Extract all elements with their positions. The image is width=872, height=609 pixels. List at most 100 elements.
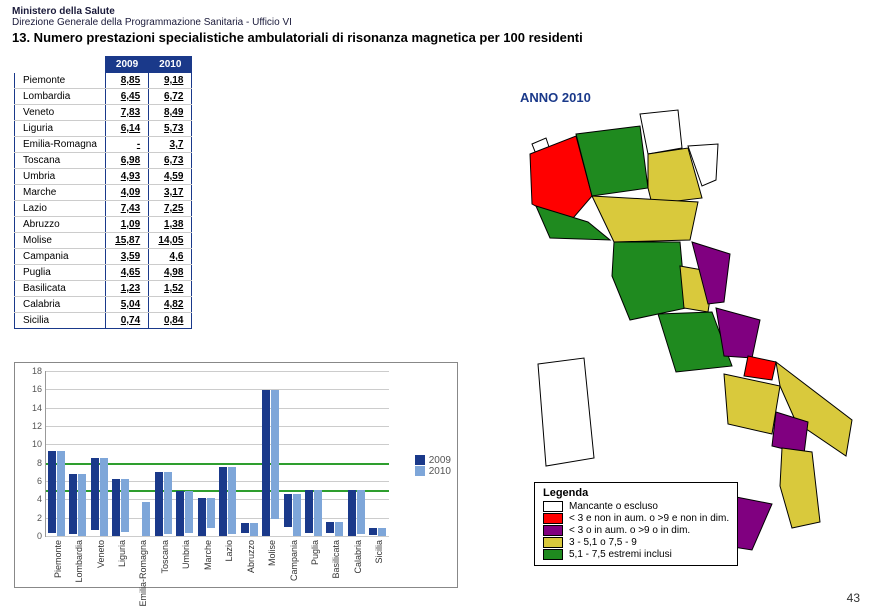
ministry-name: Ministero della Salute xyxy=(12,6,860,17)
value-cell: 4,65 xyxy=(105,265,148,281)
value-cell: 15,87 xyxy=(105,233,148,249)
value-cell: 4,82 xyxy=(149,297,192,313)
legend-swatch xyxy=(543,549,563,560)
value-cell: 1,23 xyxy=(105,281,148,297)
chart-legend: 20092010 xyxy=(415,455,451,477)
y-tick: 4 xyxy=(37,494,46,504)
legend-item: 3 - 5,1 o 7,5 - 9 xyxy=(543,537,729,548)
column-header: 2009 xyxy=(105,57,148,73)
italy-map: ANNO 2010 Legenda Mancante o escluso< 3 … xyxy=(480,56,860,576)
value-cell: 6,14 xyxy=(105,121,148,137)
region-campania xyxy=(724,374,780,434)
x-tick-label: Umbria xyxy=(181,540,191,569)
table-row: Liguria6,145,73 xyxy=(15,121,192,137)
value-cell: 3,7 xyxy=(149,137,192,153)
legend-title: Legenda xyxy=(543,487,729,499)
x-tick-label: Abruzzo xyxy=(246,540,256,573)
table-row: Campania3,594,6 xyxy=(15,249,192,265)
region-toscana xyxy=(612,242,686,320)
region-cell: Liguria xyxy=(15,121,106,137)
x-tick-label: Calabria xyxy=(353,540,363,574)
x-tick-label: Sicilia xyxy=(374,540,384,564)
value-cell: 3,17 xyxy=(149,185,192,201)
value-cell: - xyxy=(105,137,148,153)
region-cell: Emilia-Romagna xyxy=(15,137,106,153)
value-cell: 5,04 xyxy=(105,297,148,313)
y-tick: 10 xyxy=(32,439,46,449)
x-tick-label: Veneto xyxy=(96,540,106,568)
y-tick: 12 xyxy=(32,421,46,431)
x-tick-label: Campania xyxy=(289,540,299,581)
value-cell: 6,45 xyxy=(105,89,148,105)
region-cell: Piemonte xyxy=(15,73,106,89)
value-cell: 8,85 xyxy=(105,73,148,89)
legend-label: Mancante o escluso xyxy=(569,501,658,512)
region-cell: Veneto xyxy=(15,105,106,121)
value-cell: 4,59 xyxy=(149,169,192,185)
bar-group xyxy=(48,451,65,536)
table-row: Abruzzo1,091,38 xyxy=(15,217,192,233)
x-tick-label: Piemonte xyxy=(53,540,63,578)
table-row: Piemonte8,859,18 xyxy=(15,73,192,89)
region-cell: Sicilia xyxy=(15,313,106,329)
table-row: Puglia4,654,98 xyxy=(15,265,192,281)
map-legend: Legenda Mancante o escluso< 3 e non in a… xyxy=(534,482,738,566)
legend-label: 5,1 - 7,5 estremi inclusi xyxy=(569,549,672,560)
legend-label: < 3 e non in aum. o >9 e non in dim. xyxy=(569,513,729,524)
value-cell: 6,72 xyxy=(149,89,192,105)
bar-group xyxy=(91,458,108,536)
table-row: Umbria4,934,59 xyxy=(15,169,192,185)
value-cell: 7,83 xyxy=(105,105,148,121)
y-tick: 18 xyxy=(32,366,46,376)
bar-group xyxy=(284,494,301,536)
region-calabria xyxy=(780,448,820,528)
bar-group xyxy=(326,522,343,536)
legend-swatch xyxy=(543,513,563,524)
bar-group xyxy=(176,491,193,536)
y-tick: 2 xyxy=(37,513,46,523)
bar-group xyxy=(198,498,215,536)
value-cell: 4,98 xyxy=(149,265,192,281)
bar-group xyxy=(348,490,365,536)
region-trentino xyxy=(640,110,682,154)
value-cell: 7,43 xyxy=(105,201,148,217)
value-cell: 6,73 xyxy=(149,153,192,169)
value-cell: 0,74 xyxy=(105,313,148,329)
x-tick-label: Molise xyxy=(267,540,277,566)
table-row: Calabria5,044,82 xyxy=(15,297,192,313)
table-row: Toscana6,986,73 xyxy=(15,153,192,169)
y-tick: 8 xyxy=(37,458,46,468)
bar-chart: 024681012141618PiemonteLombardiaVenetoLi… xyxy=(14,362,458,588)
value-cell: 6,98 xyxy=(105,153,148,169)
legend-item: 5,1 - 7,5 estremi inclusi xyxy=(543,549,729,560)
bar-group xyxy=(69,474,86,536)
value-cell: 0,84 xyxy=(149,313,192,329)
table-row: Veneto7,838,49 xyxy=(15,105,192,121)
region-cell: Calabria xyxy=(15,297,106,313)
bar-group xyxy=(133,502,150,536)
table-row: Molise15,8714,05 xyxy=(15,233,192,249)
value-cell: 4,93 xyxy=(105,169,148,185)
legend-item: < 3 e non in aum. o >9 e non in dim. xyxy=(543,513,729,524)
x-tick-label: Emilia-Romagna xyxy=(138,540,148,607)
value-cell: 5,73 xyxy=(149,121,192,137)
region-emilia-romagna xyxy=(592,196,698,242)
legend-item: < 3 o in aum. o >9 o in dim. xyxy=(543,525,729,536)
regions-table: 20092010 Piemonte8,859,18Lombardia6,456,… xyxy=(14,56,192,329)
bar-group xyxy=(112,479,129,536)
y-tick: 0 xyxy=(37,531,46,541)
value-cell: 1,52 xyxy=(149,281,192,297)
x-tick-label: Lazio xyxy=(224,540,234,562)
value-cell: 7,25 xyxy=(149,201,192,217)
table-row: Lombardia6,456,72 xyxy=(15,89,192,105)
bar-group xyxy=(262,390,279,536)
table-row: Marche4,093,17 xyxy=(15,185,192,201)
region-cell: Molise xyxy=(15,233,106,249)
value-cell: 9,18 xyxy=(149,73,192,89)
table-row: Lazio7,437,25 xyxy=(15,201,192,217)
page-header: Ministero della Salute Direzione General… xyxy=(0,0,872,49)
directorate-name: Direzione Generale della Programmazione … xyxy=(12,17,860,28)
region-cell: Umbria xyxy=(15,169,106,185)
plot-area: 024681012141618PiemonteLombardiaVenetoLi… xyxy=(45,371,389,537)
x-tick-label: Lombardia xyxy=(74,540,84,583)
